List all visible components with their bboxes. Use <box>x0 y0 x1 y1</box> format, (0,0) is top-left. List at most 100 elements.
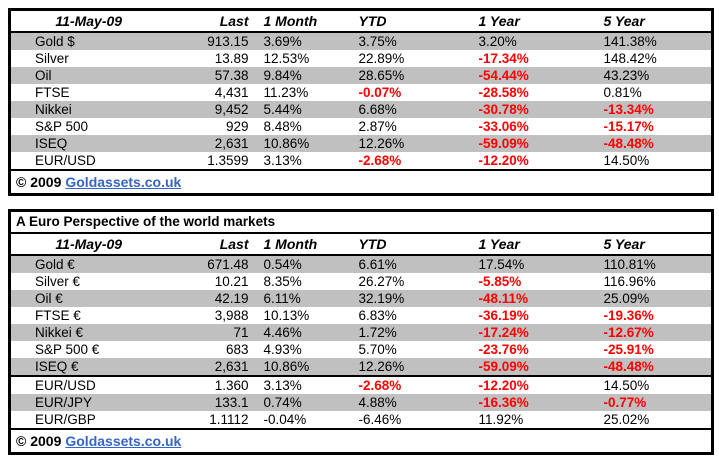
col-header-last: Last <box>166 9 257 33</box>
one-month-cell: 0.54% <box>256 255 352 273</box>
five-year-cell: 25.09% <box>596 290 713 307</box>
table-row: S&P 500 929 8.48% 2.87% -33.06% -15.17% <box>10 118 713 135</box>
row-label: EUR/GBP <box>35 412 96 427</box>
table-row: Gold € 671.48 0.54% 6.61% 17.54% 110.81% <box>9 255 713 273</box>
last-cell: 1.360 <box>166 375 257 394</box>
one-year-cell: 17.54% <box>471 255 597 273</box>
euro-table-title-row: A Euro Perspective of the world markets <box>9 210 713 234</box>
table-row: Silver € 10.21 8.35% 26.27% -5.85% 116.9… <box>10 273 713 290</box>
five-year-cell: -48.48% <box>596 358 713 376</box>
ytd-cell: 2.87% <box>358 119 397 134</box>
one-year-cell: -12.20% <box>471 375 597 394</box>
ytd-cell: 12.26% <box>351 358 472 376</box>
col-header-5year: 5 Year <box>596 9 713 33</box>
row-label: S&P 500 <box>35 119 89 134</box>
one-month-cell: 4.93% <box>263 342 302 357</box>
one-month-cell: 8.35% <box>263 274 302 289</box>
row-label: Gold $ <box>9 32 167 50</box>
one-year-cell: 3.20% <box>471 32 597 50</box>
col-header-ytd: YTD <box>351 233 472 256</box>
one-year-cell: -5.85% <box>478 274 522 289</box>
row-label: Oil <box>9 67 167 84</box>
col-header-1month: 1 Month <box>256 233 352 256</box>
ytd-cell: 6.83% <box>358 308 397 323</box>
one-month-cell: 12.53% <box>263 51 310 66</box>
copyright-text: © 2009 <box>16 174 62 190</box>
last-cell: 683 <box>225 342 249 357</box>
last-cell: 133.1 <box>166 394 257 411</box>
ytd-cell: 5.70% <box>358 342 397 357</box>
ytd-cell: 32.19% <box>351 290 472 307</box>
one-year-cell: -59.09% <box>471 358 597 376</box>
last-cell: 2,631 <box>166 358 257 376</box>
row-label: S&P 500 € <box>35 342 100 357</box>
one-month-cell: 10.86% <box>256 135 352 152</box>
one-year-cell: -33.06% <box>478 119 529 134</box>
five-year-cell: 141.38% <box>596 32 713 50</box>
one-year-cell: 11.92% <box>478 412 524 427</box>
one-month-cell: 0.74% <box>256 394 352 411</box>
row-label: FTSE <box>35 85 70 100</box>
table-row: Oil 57.38 9.84% 28.65% -54.44% 43.23% <box>9 67 713 84</box>
table-row: Nikkei 9,452 5.44% 6.68% -30.78% -13.34% <box>9 101 713 118</box>
five-year-cell: 25.02% <box>603 412 650 427</box>
one-year-cell: -48.11% <box>471 290 597 307</box>
copyright: © 2009 Goldassets.co.uk <box>9 428 713 454</box>
last-cell: 929 <box>225 119 249 134</box>
ytd-cell: 6.68% <box>351 101 472 118</box>
last-cell: 71 <box>166 324 257 341</box>
last-cell: 57.38 <box>166 67 257 84</box>
goldassets-link[interactable]: Goldassets.co.uk <box>65 433 182 449</box>
one-year-cell: -54.44% <box>471 67 597 84</box>
row-label: EUR/USD <box>9 375 167 394</box>
usd-header-row: 11-May-09 Last 1 Month YTD 1 Year 5 Year <box>9 9 713 33</box>
five-year-cell: -0.77% <box>596 394 713 411</box>
five-year-cell: 43.23% <box>596 67 713 84</box>
last-cell: 1.3599 <box>207 153 249 168</box>
ytd-cell: 6.61% <box>351 255 472 273</box>
last-cell: 671.48 <box>166 255 257 273</box>
table-row: Silver 13.89 12.53% 22.89% -17.34% 148.4… <box>10 50 713 67</box>
one-year-cell: -12.20% <box>478 153 529 168</box>
ytd-cell: 3.75% <box>351 32 472 50</box>
ytd-cell: 26.27% <box>358 274 405 289</box>
row-label: EUR/USD <box>35 153 96 168</box>
row-label: FTSE € <box>35 308 81 323</box>
last-cell: 42.19 <box>166 290 257 307</box>
ytd-cell: -6.46% <box>358 412 402 427</box>
one-month-cell: 3.13% <box>256 375 352 394</box>
one-month-cell: 9.84% <box>256 67 352 84</box>
col-header-5year: 5 Year <box>596 233 713 256</box>
five-year-cell: -13.34% <box>596 101 713 118</box>
table-row: ISEQ 2,631 10.86% 12.26% -59.09% -48.48% <box>9 135 713 152</box>
table-row: Gold $ 913.15 3.69% 3.75% 3.20% 141.38% <box>9 32 713 50</box>
one-year-cell: -36.19% <box>478 308 529 323</box>
one-month-cell: -0.04% <box>263 412 307 427</box>
five-year-cell: 148.42% <box>603 51 657 66</box>
five-year-cell: 14.50% <box>603 153 650 168</box>
col-header-1month: 1 Month <box>256 9 352 33</box>
copyright-text: © 2009 <box>16 433 62 449</box>
table-row: EUR/USD 1.3599 3.13% -2.68% -12.20% 14.5… <box>10 152 713 170</box>
five-year-cell: 116.96% <box>603 274 656 289</box>
last-cell: 2,631 <box>166 135 257 152</box>
copyright: © 2009 Goldassets.co.uk <box>9 169 713 195</box>
last-cell: 13.89 <box>214 51 249 66</box>
one-month-cell: 6.11% <box>256 290 352 307</box>
table-row: ISEQ € 2,631 10.86% 12.26% -59.09% -48.4… <box>9 358 713 376</box>
five-year-cell: 0.81% <box>603 85 642 100</box>
table-row: EUR/USD 1.360 3.13% -2.68% -12.20% 14.50… <box>9 375 713 394</box>
ytd-cell: 28.65% <box>351 67 472 84</box>
five-year-cell: 14.50% <box>596 375 713 394</box>
euro-market-table: A Euro Perspective of the world markets … <box>8 209 715 455</box>
usd-market-table: 11-May-09 Last 1 Month YTD 1 Year 5 Year… <box>8 8 714 196</box>
table-row: EUR/JPY 133.1 0.74% 4.88% -16.36% -0.77% <box>9 394 713 411</box>
col-header-1year: 1 Year <box>471 9 597 33</box>
col-header-1year: 1 Year <box>471 233 597 256</box>
table-row: Nikkei € 71 4.46% 1.72% -17.24% -12.67% <box>9 324 713 341</box>
last-cell: 10.21 <box>214 274 249 289</box>
last-cell: 3,988 <box>214 308 249 323</box>
five-year-cell: -48.48% <box>596 135 713 152</box>
goldassets-link[interactable]: Goldassets.co.uk <box>65 174 182 190</box>
one-month-cell: 10.86% <box>256 358 352 376</box>
